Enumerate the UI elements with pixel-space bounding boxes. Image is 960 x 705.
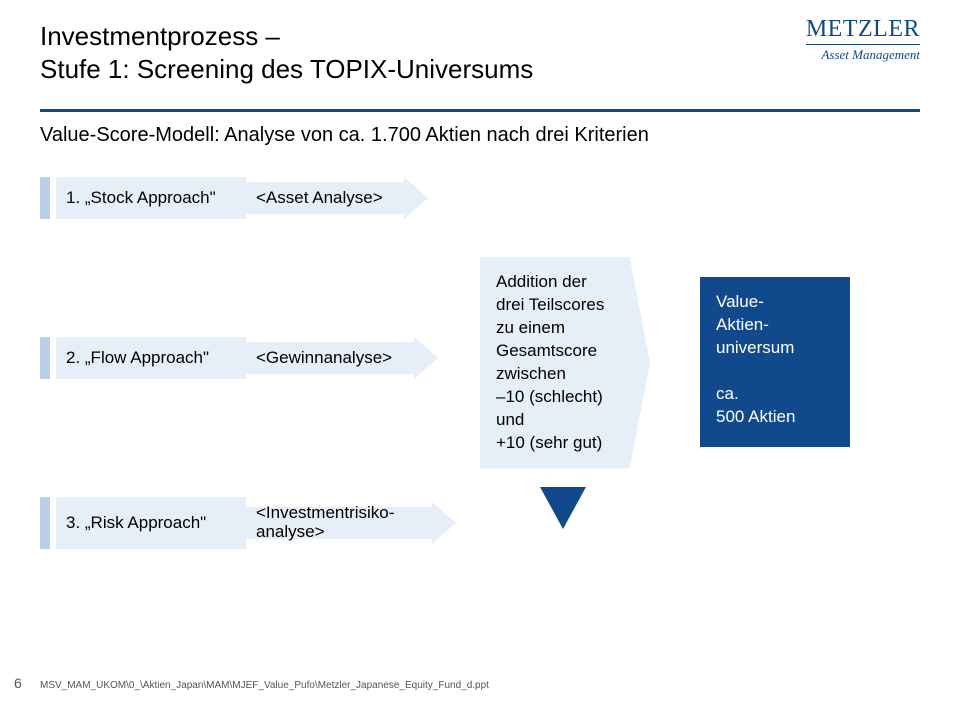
approach-desc: <Asset Analyse> (256, 177, 383, 219)
aggregation-line: –10 (schlecht) (496, 386, 634, 409)
diagram-area: Addition derdrei Teilscoreszu einemGesam… (40, 177, 920, 597)
result-line: 500 Aktien (716, 406, 834, 429)
row-accent (40, 337, 50, 379)
down-arrow-icon (540, 487, 586, 529)
logo-subline: Asset Management (806, 47, 920, 63)
approach-arrow: <Asset Analyse> (246, 177, 432, 219)
row-accent (40, 177, 50, 219)
aggregation-line: +10 (sehr gut) (496, 432, 634, 455)
approach-label: 1. „Stock Approach" (56, 177, 246, 219)
header-rule (40, 109, 920, 112)
aggregation-line: Gesamtscore (496, 340, 634, 363)
brand-logo: METZLER Asset Management (806, 16, 920, 63)
aggregation-line: zwischen (496, 363, 634, 386)
result-line: ca. (716, 383, 834, 406)
approach-row-3: 3. „Risk Approach"<Investmentrisiko-anal… (40, 497, 460, 549)
aggregation-line: Addition der (496, 271, 634, 294)
result-box: Value-Aktien-universum ca.500 Aktien (700, 277, 850, 447)
aggregation-line: zu einem (496, 317, 634, 340)
approach-row-2: 2. „Flow Approach"<Gewinnanalyse> (40, 337, 442, 379)
approach-label: 3. „Risk Approach" (56, 497, 246, 549)
result-line (716, 360, 834, 383)
slide-subtitle: Value-Score-Modell: Analyse von ca. 1.70… (40, 124, 920, 147)
result-line: Aktien- (716, 314, 834, 337)
result-line: Value- (716, 291, 834, 314)
approach-arrow: <Gewinnanalyse> (246, 337, 442, 379)
title-line-2: Stufe 1: Screening des TOPIX-Universums (40, 53, 533, 86)
result-line: universum (716, 337, 834, 360)
aggregation-panel: Addition derdrei Teilscoreszu einemGesam… (480, 257, 650, 469)
aggregation-line: drei Teilscores (496, 294, 634, 317)
logo-word: METZLER (806, 16, 920, 45)
footer-path: MSV_MAM_UKOM\0_\Aktien_Japan\MAM\MJEF_Va… (40, 680, 489, 691)
approach-label: 2. „Flow Approach" (56, 337, 246, 379)
aggregation-line: und (496, 409, 634, 432)
page-number: 6 (14, 675, 22, 691)
title-line-1: Investmentprozess – (40, 20, 533, 53)
approach-row-1: 1. „Stock Approach"<Asset Analyse> (40, 177, 432, 219)
slide-title: Investmentprozess – Stufe 1: Screening d… (40, 20, 533, 85)
approach-arrow: <Investmentrisiko-analyse> (246, 497, 460, 539)
row-accent (40, 497, 50, 549)
approach-desc: <Investmentrisiko-analyse> (256, 497, 394, 549)
approach-desc: <Gewinnanalyse> (256, 337, 392, 379)
